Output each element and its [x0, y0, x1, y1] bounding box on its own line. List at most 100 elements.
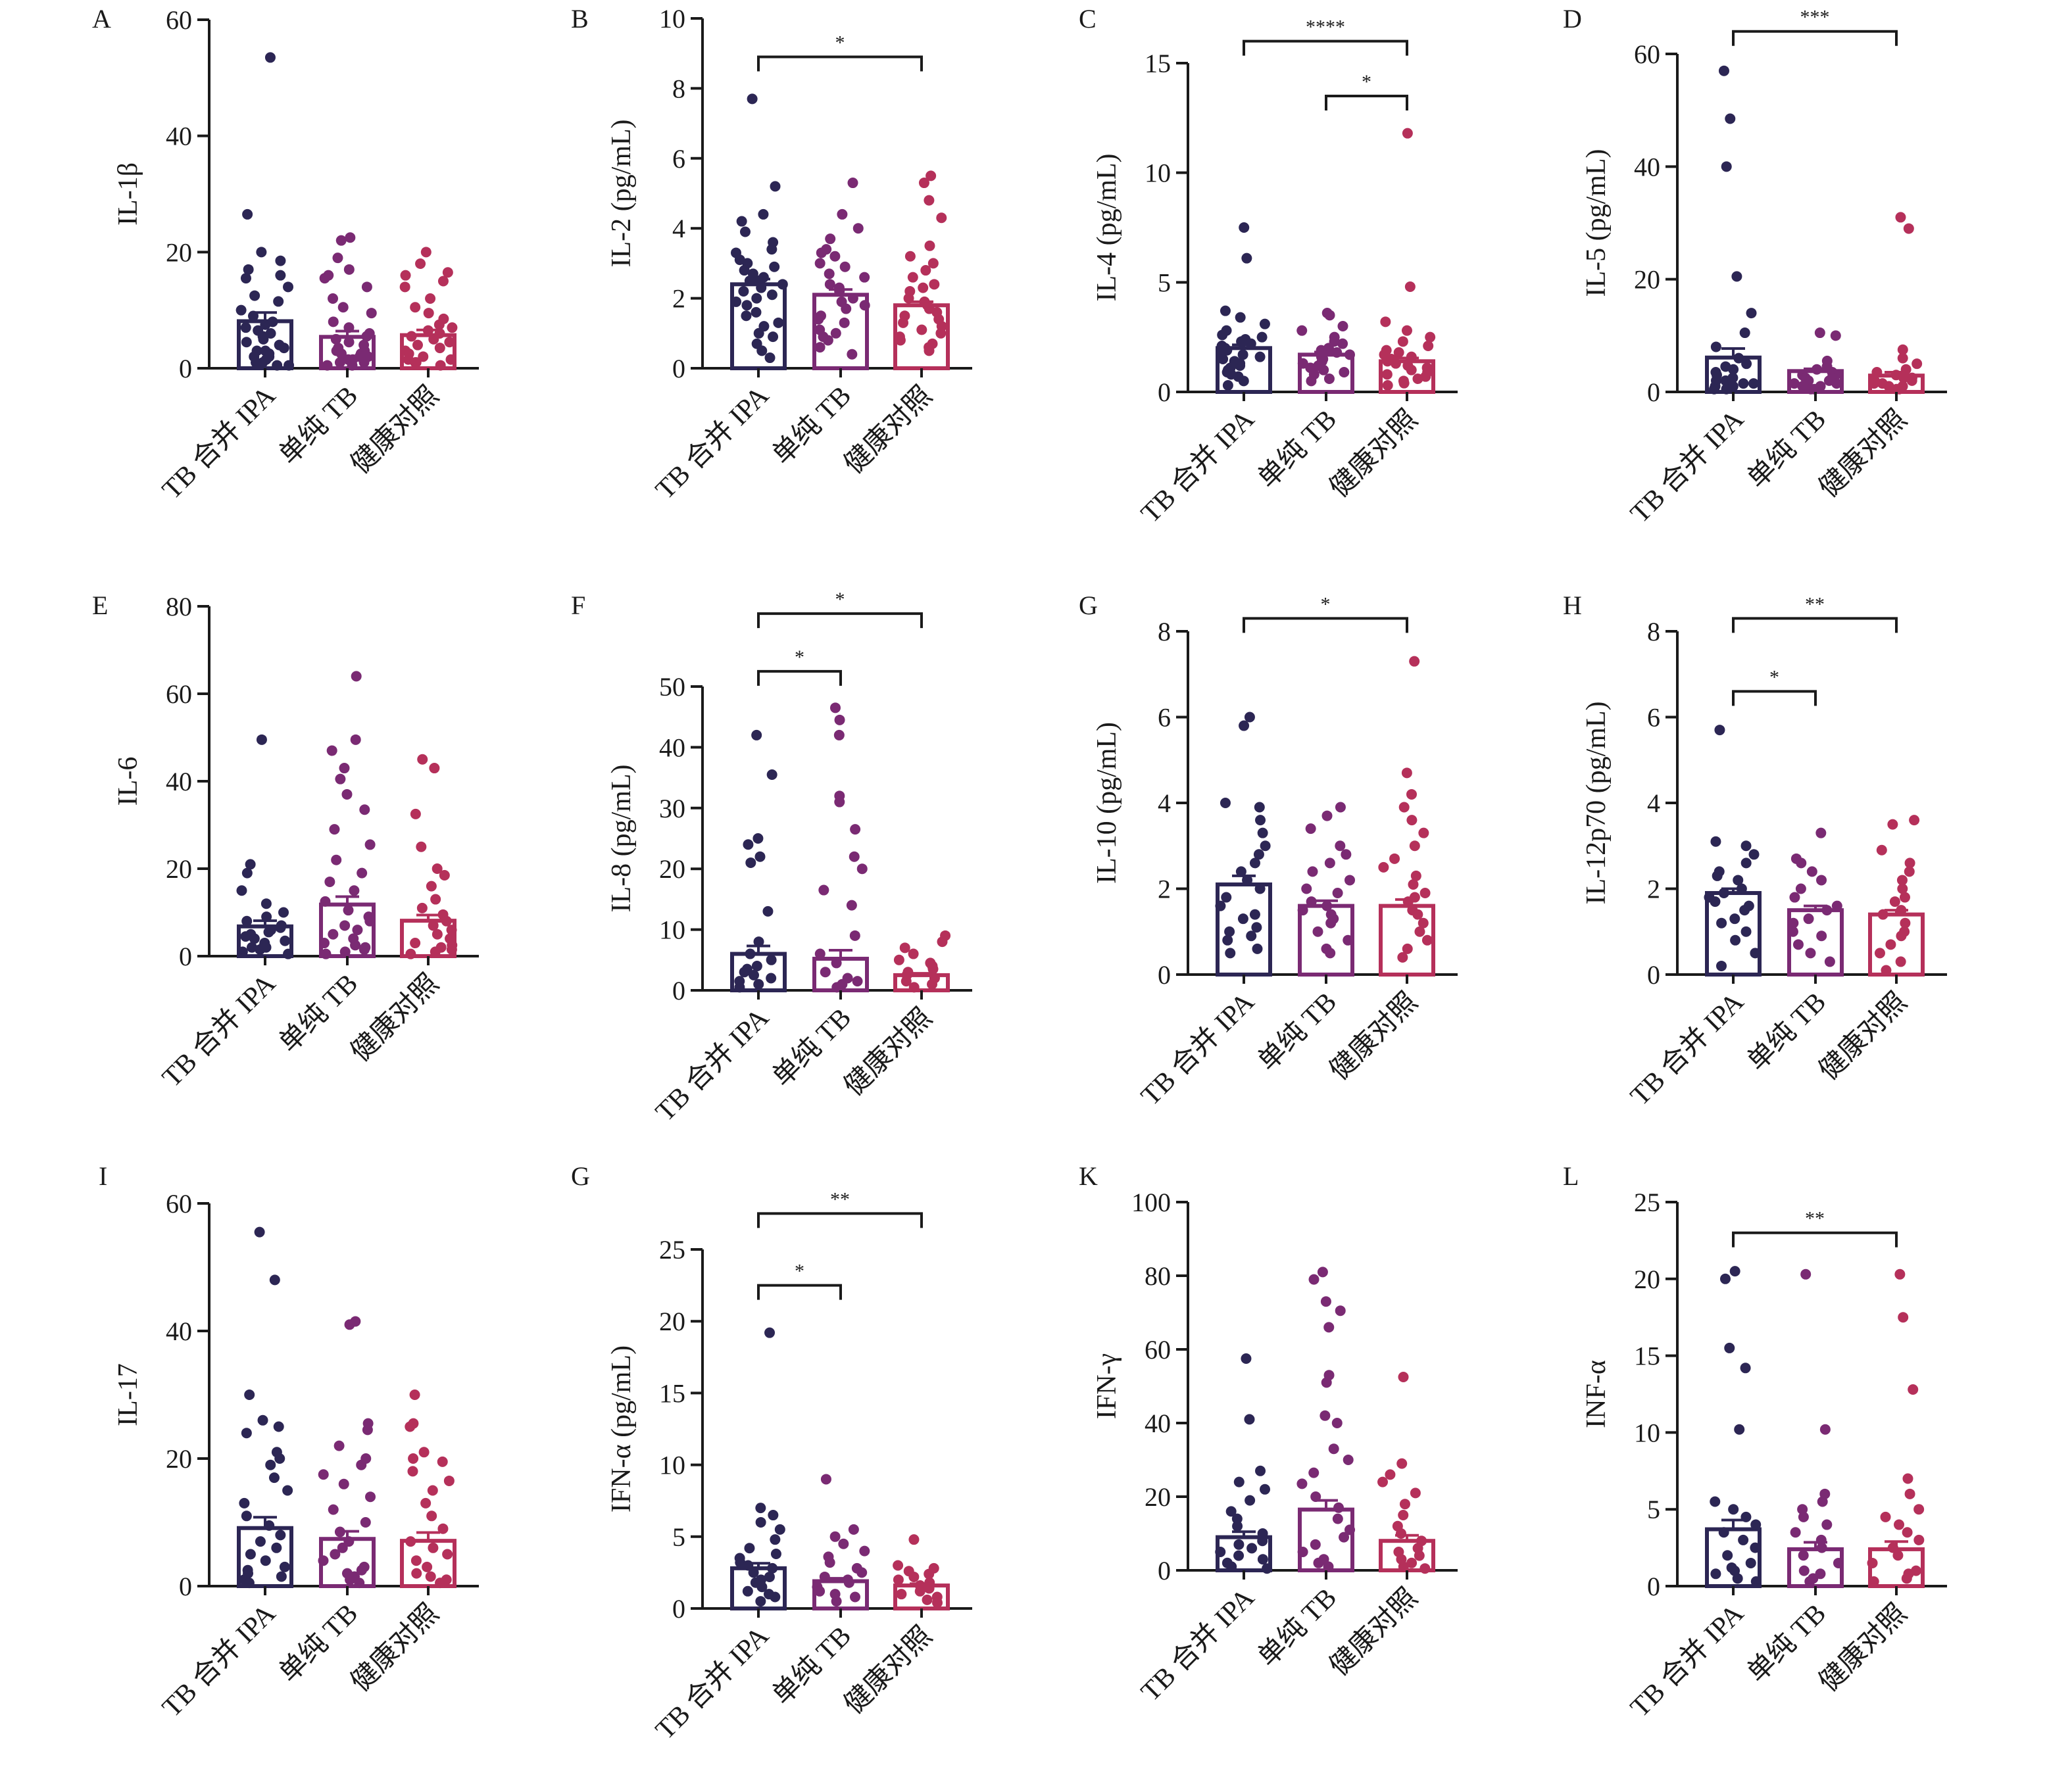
y-tick-label: 40	[166, 122, 192, 151]
data-point	[1710, 896, 1721, 907]
data-point	[914, 1585, 925, 1597]
data-point	[893, 1574, 904, 1585]
data-point	[1895, 212, 1906, 223]
data-point	[899, 942, 910, 954]
data-point	[1731, 271, 1742, 282]
significance-label: *	[1321, 593, 1331, 615]
data-point	[330, 1549, 341, 1560]
data-point	[256, 247, 267, 258]
data-point	[339, 763, 350, 774]
data-point	[255, 1536, 266, 1547]
data-point	[1337, 338, 1348, 349]
data-point	[927, 258, 939, 269]
y-tick-label: 2	[1647, 875, 1660, 904]
data-point	[447, 322, 458, 333]
data-point	[766, 954, 777, 965]
data-point	[1710, 1496, 1721, 1507]
data-point	[756, 345, 768, 356]
data-point	[1218, 354, 1229, 364]
data-point	[1328, 1443, 1339, 1455]
data-point	[814, 948, 826, 959]
data-point	[1885, 939, 1896, 950]
data-point	[1397, 952, 1408, 963]
data-point	[820, 1474, 831, 1485]
data-point	[241, 337, 252, 348]
data-point	[753, 327, 764, 339]
y-axis-label: IL-12p70 (pg/mL)	[1581, 701, 1612, 904]
data-point	[1255, 815, 1266, 826]
data-point	[1408, 879, 1419, 890]
y-tick-label: 6	[672, 144, 685, 174]
data-point	[1244, 1414, 1255, 1425]
data-point	[1249, 909, 1260, 920]
data-point	[443, 1475, 455, 1486]
data-point	[1412, 374, 1423, 384]
y-tick-label: 10	[1145, 158, 1171, 188]
data-point	[1323, 374, 1335, 384]
data-point	[1259, 318, 1270, 329]
data-point	[830, 327, 841, 339]
data-point	[1902, 1473, 1913, 1484]
data-point	[756, 1582, 768, 1593]
data-point	[1876, 844, 1887, 856]
data-point	[1404, 281, 1416, 292]
y-tick-label: 60	[166, 1189, 192, 1219]
data-point	[244, 1389, 255, 1400]
data-point	[1740, 858, 1752, 869]
data-point	[936, 212, 947, 224]
data-point	[410, 938, 421, 949]
data-point	[824, 1557, 835, 1568]
data-point	[236, 885, 247, 896]
data-point	[1887, 819, 1898, 830]
data-point	[1912, 358, 1923, 370]
panel-letter: G	[571, 1161, 590, 1191]
data-point	[1716, 960, 1727, 971]
y-axis-label: IL-17	[113, 1363, 143, 1426]
data-point	[344, 1319, 355, 1330]
y-tick-label: 8	[672, 74, 685, 103]
data-point	[1824, 956, 1835, 967]
data-point	[768, 331, 779, 343]
data-point	[1414, 926, 1425, 937]
x-tick-label: 健康对照	[1813, 986, 1913, 1086]
panel-letter: K	[1079, 1161, 1098, 1191]
data-point	[432, 863, 443, 874]
data-point	[833, 729, 845, 740]
data-point	[271, 1542, 282, 1553]
data-point	[744, 1543, 755, 1554]
x-tick-label: TB 合并 IPA	[157, 380, 282, 505]
data-point	[1398, 802, 1410, 813]
data-point	[343, 264, 355, 275]
data-point	[274, 1453, 285, 1464]
data-point	[333, 1440, 345, 1451]
data-point	[831, 1596, 842, 1607]
data-point	[1398, 1510, 1409, 1520]
data-point	[1320, 1410, 1331, 1421]
data-point	[814, 1585, 826, 1597]
data-point	[250, 357, 261, 368]
data-point	[412, 339, 423, 350]
data-point	[1222, 934, 1233, 946]
data-point	[1730, 934, 1741, 946]
x-tick-label: 健康对照	[838, 1002, 938, 1102]
significance-bracket	[1325, 95, 1408, 110]
data-point	[337, 302, 349, 313]
data-point	[256, 734, 267, 745]
data-point	[1732, 1573, 1743, 1584]
x-tick-label: 健康对照	[1323, 986, 1423, 1086]
data-point	[1254, 802, 1265, 813]
data-point	[329, 824, 340, 835]
data-point	[1249, 858, 1260, 869]
data-point	[1895, 956, 1906, 967]
data-point	[260, 898, 272, 909]
data-point	[1337, 321, 1348, 331]
data-point	[1892, 1550, 1904, 1561]
data-point	[841, 303, 852, 314]
panel-letter: G	[1079, 591, 1098, 620]
data-point	[927, 963, 939, 975]
data-point	[766, 244, 777, 255]
